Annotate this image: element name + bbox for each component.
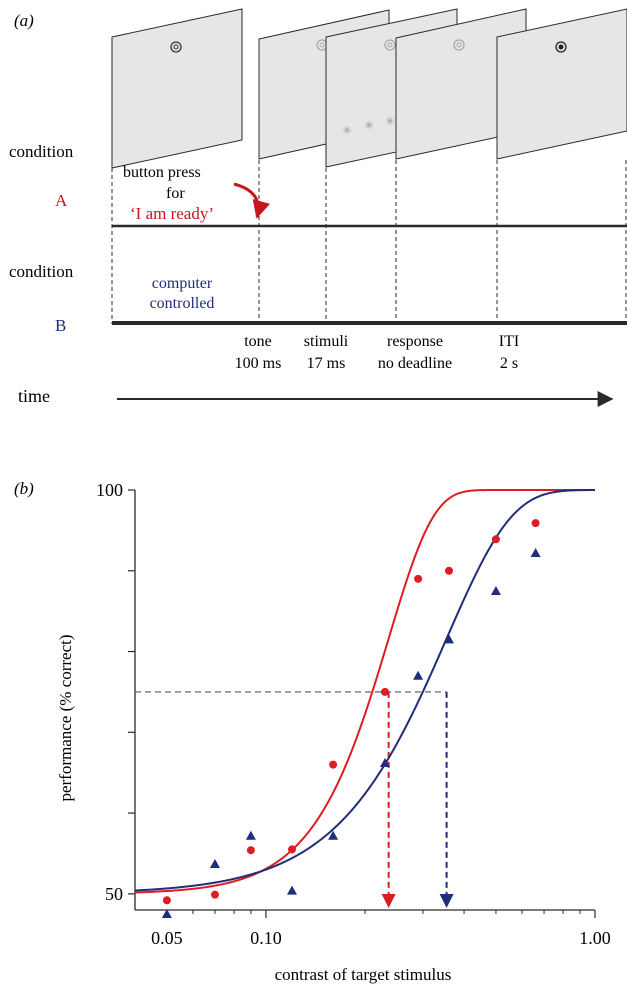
condition-b-label: condition	[9, 262, 74, 281]
phase-name-iti: ITI	[499, 333, 519, 350]
threshold-guides	[135, 691, 454, 908]
phase-separators	[111, 160, 627, 324]
panel-a: (a)	[9, 8, 627, 407]
condition-b-letter: B	[55, 316, 66, 335]
data-point-a	[246, 846, 255, 855]
screen-1	[111, 8, 243, 169]
fixation-ring-icon	[384, 39, 396, 51]
fixation-ring-icon	[453, 39, 465, 51]
phase-name-response: response	[387, 333, 443, 350]
fixation-dot-icon	[319, 42, 325, 48]
data-point-a	[444, 566, 453, 575]
y-axis-label: performance (% correct)	[56, 634, 75, 801]
controlled-label: controlled	[150, 295, 215, 312]
phase-duration-tone: 100 ms	[235, 355, 282, 372]
data-point-a	[210, 890, 219, 899]
condition-a-label: condition	[9, 142, 74, 161]
phase-name-tone: tone	[244, 333, 272, 350]
fit-curve-a	[134, 489, 595, 894]
gabor-stimulus-icon	[363, 119, 375, 131]
x-tick-label: 1.00	[579, 928, 611, 948]
panel-b-label: (b)	[14, 479, 34, 498]
data-point-b	[530, 548, 541, 557]
data-point-a	[491, 535, 500, 544]
phase-duration-iti: 2 s	[500, 355, 518, 372]
data-point-b	[379, 758, 390, 767]
fixation-dot-icon	[558, 44, 564, 50]
button-press-arrow-icon	[233, 182, 271, 219]
data-point-a	[531, 519, 540, 528]
data-point-b	[161, 909, 172, 919]
button-press-label: button press	[123, 164, 201, 181]
gabor-stimulus-icon	[384, 115, 396, 127]
phase-duration-response: no deadline	[378, 355, 452, 372]
y-tick-label: 100	[96, 480, 123, 500]
y-tick-label: 50	[105, 884, 123, 904]
fit-curves	[134, 489, 596, 894]
data-point-b	[413, 670, 424, 680]
button-press-for-label: for	[166, 185, 185, 202]
data-point-b	[490, 585, 501, 595]
data-point-a	[329, 760, 338, 769]
panel-b: (b) performance (% correct) contrast of …	[14, 479, 611, 984]
data-point-b	[328, 830, 339, 840]
fixation-ring-icon	[555, 41, 567, 53]
data-point-a	[162, 896, 171, 905]
data-point-b	[209, 858, 220, 868]
data-points	[161, 519, 541, 919]
x-tick-label: 0.05	[151, 928, 183, 948]
gabor-stimulus-icon	[341, 124, 353, 136]
data-point-b	[245, 830, 256, 840]
data-point-a	[380, 687, 389, 696]
condition-a-letter: A	[55, 191, 68, 210]
fixation-dot-icon	[387, 42, 393, 48]
threshold-arrow-icon	[381, 894, 396, 908]
plot-axes: 50 100 0.05 0.10 1.00	[96, 480, 611, 948]
data-point-a	[287, 845, 296, 854]
data-point-a	[414, 574, 423, 583]
phase-duration-stimuli: 17 ms	[307, 355, 346, 372]
data-point-b	[286, 885, 297, 895]
panel-a-label: (a)	[14, 11, 34, 30]
fit-curve-b	[134, 489, 596, 892]
computer-label: computer	[152, 275, 213, 292]
phase-name-stimuli: stimuli	[304, 333, 349, 350]
x-tick-label: 0.10	[250, 928, 282, 948]
screen-5	[496, 8, 627, 160]
fixation-dot-icon	[456, 42, 462, 48]
x-axis-label: contrast of target stimulus	[275, 965, 452, 984]
time-label: time	[18, 386, 50, 406]
fixation-ring-icon	[170, 41, 182, 53]
fixation-dot-icon	[173, 44, 179, 50]
data-point-b	[443, 634, 454, 644]
threshold-arrow-icon	[439, 894, 454, 908]
ready-label: ‘I am ready’	[130, 204, 214, 223]
